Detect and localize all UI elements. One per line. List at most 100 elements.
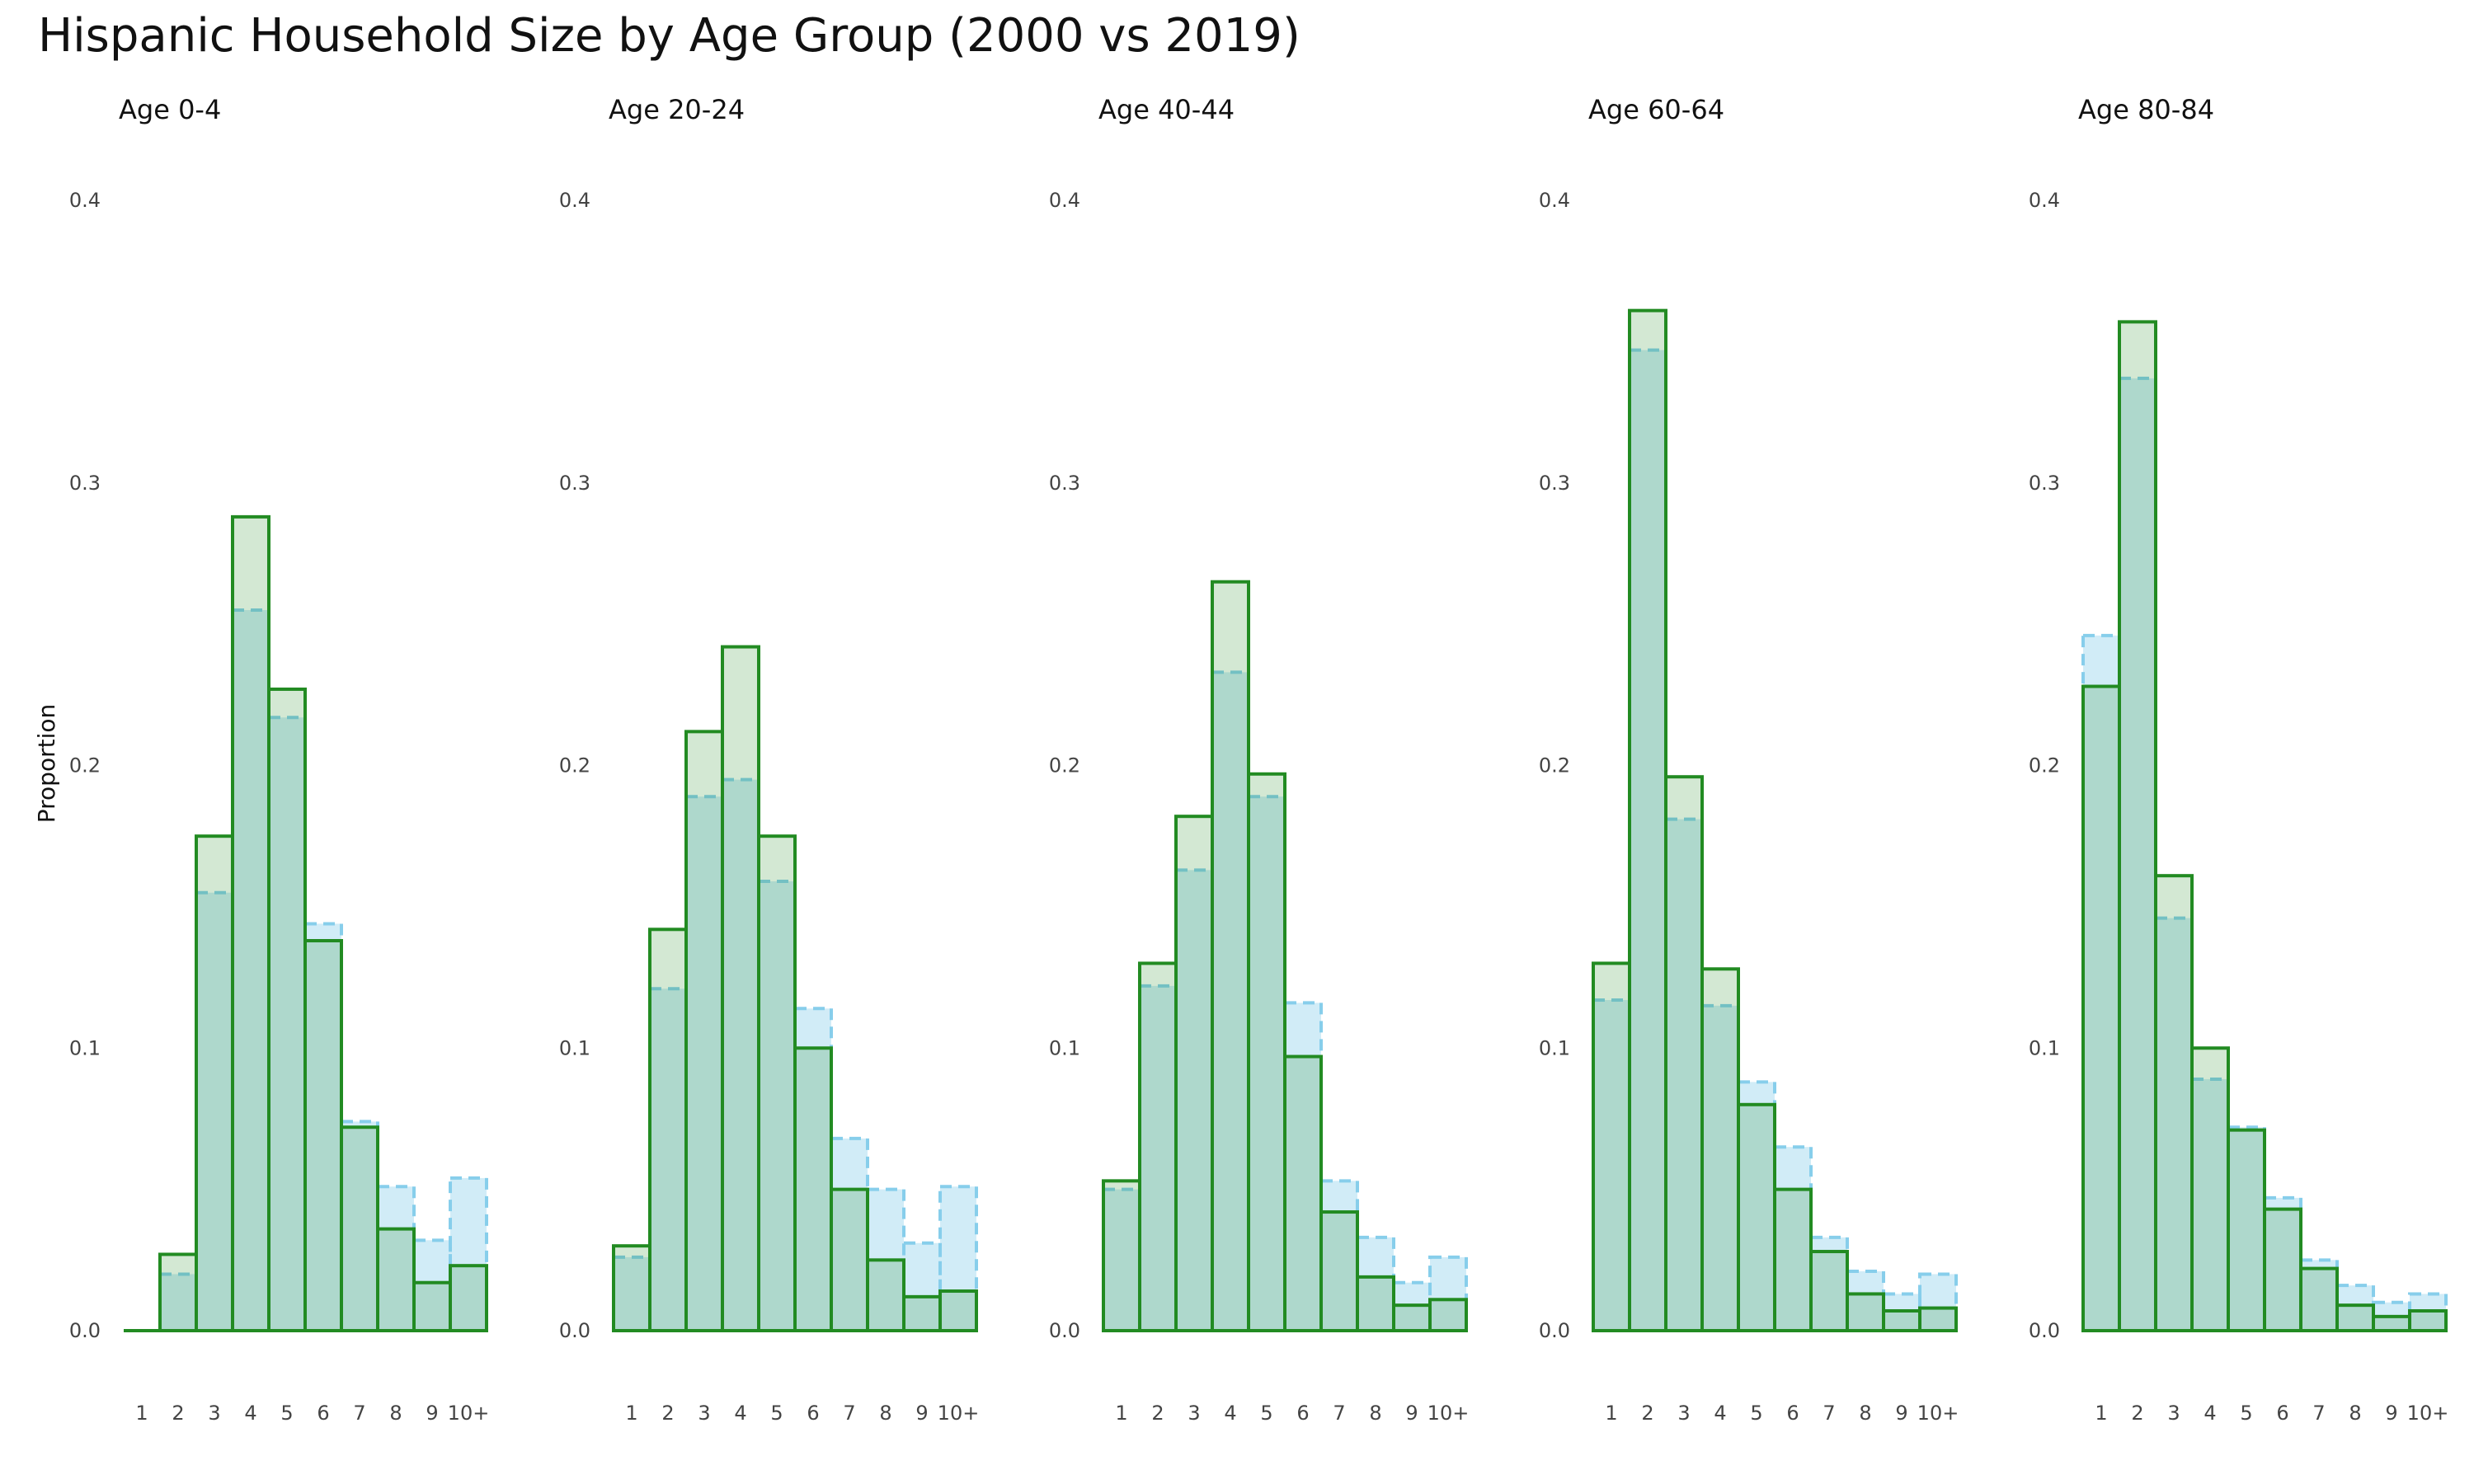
bar-2000-8 (866, 1258, 905, 1332)
x-tick-label: 3 (1677, 1402, 1690, 1425)
bar-2000-10+ (449, 1264, 488, 1332)
y-tick-label: 0.4 (559, 189, 590, 212)
x-tick-label: 7 (2312, 1402, 2325, 1425)
bar-2019-3 (2154, 916, 2194, 1332)
bar-2000-2 (158, 1252, 198, 1333)
bar-2000-9 (1882, 1309, 1921, 1332)
x-tick-label: 9 (1405, 1402, 1418, 1425)
x-tick-label: 6 (317, 1402, 329, 1425)
bar-2000-9 (2372, 1314, 2411, 1333)
bar-2000-10+ (2408, 1309, 2448, 1332)
bar-2000-1 (2081, 684, 2121, 1332)
bar-2019-4 (1700, 1003, 1740, 1333)
y-tick-label: 0.3 (1049, 472, 1080, 495)
y-tick-label: 0.3 (69, 472, 101, 495)
bar-2000-4 (231, 514, 270, 1332)
x-tick-label: 10+ (2407, 1402, 2449, 1425)
x-tick-label: 9 (915, 1402, 928, 1425)
x-tick-label: 4 (1224, 1402, 1236, 1425)
x-tick-label: 4 (2204, 1402, 2216, 1425)
x-tick-label: 1 (1115, 1402, 1127, 1425)
y-tick-label: 0.4 (1049, 189, 1080, 212)
bar-2000-10+ (1428, 1298, 1468, 1332)
bar-2000-2 (2118, 320, 2157, 1333)
x-tick-label: 4 (244, 1402, 256, 1425)
x-tick-label: 7 (1333, 1402, 1345, 1425)
y-tick-label: 0.4 (1539, 189, 1570, 212)
bar-2000-9 (902, 1294, 942, 1332)
y-axis-label: Proportion (33, 704, 60, 823)
bar-2019-5 (1737, 1080, 1776, 1332)
bar-2019-3 (1664, 817, 1704, 1332)
x-tick-label: 7 (353, 1402, 365, 1425)
x-tick-label: 2 (2131, 1402, 2143, 1425)
bar-2019-7 (2299, 1258, 2339, 1332)
y-tick-label: 0.1 (559, 1036, 590, 1059)
x-tick-label: 8 (879, 1402, 891, 1425)
bar-2000-1 (612, 1244, 651, 1333)
x-tick-label: 6 (1786, 1402, 1799, 1425)
x-tick-label: 5 (2240, 1402, 2252, 1425)
bar-2000-6 (2263, 1207, 2302, 1333)
bar-2000-8 (1846, 1292, 1885, 1333)
bar-2000-2 (1138, 961, 1178, 1333)
x-tick-label: 4 (1714, 1402, 1726, 1425)
panel-3: Age 40-44 0.0 0.1 0.2 0.3 0.4 1 2 3 4 5 6 7 8 9 10+ (1049, 94, 1470, 1425)
x-tick-label: 8 (2349, 1402, 2361, 1425)
chart-title: Hispanic Household Size by Age Group (20… (38, 9, 1300, 63)
bar-2000-2 (648, 928, 688, 1333)
bar-2000-5 (1737, 1102, 1776, 1333)
bar-2019-10+ (449, 1176, 488, 1333)
panel-4: Age 60-64 0.0 0.1 0.2 0.3 0.4 1 2 3 4 5 6 7 8 9 10+ (1539, 94, 1959, 1425)
y-tick-label: 0.2 (69, 754, 101, 777)
x-tick-label: 2 (661, 1402, 674, 1425)
y-tick-label: 0.2 (1539, 754, 1570, 777)
panel-title: Age 80-84 (2078, 94, 2214, 125)
y-tick-label: 0.1 (1539, 1036, 1570, 1059)
x-tick-label: 5 (1260, 1402, 1272, 1425)
y-tick-label: 0.3 (1539, 472, 1570, 495)
x-tick-label: 8 (389, 1402, 402, 1425)
panel-title: Age 60-64 (1588, 94, 1724, 125)
x-tick-label: 2 (172, 1402, 184, 1425)
bar-2000-9 (1392, 1303, 1432, 1332)
bar-2000-3 (1174, 815, 1214, 1332)
bar-2000-1 (1102, 1179, 1141, 1333)
bar-2000-10+ (1918, 1306, 1958, 1332)
x-tick-label: 9 (426, 1402, 438, 1425)
bar-2019-8 (1356, 1235, 1395, 1332)
bar-2019-1 (1102, 1187, 1141, 1332)
panel-5: Age 80-84 0.0 0.1 0.2 0.3 0.4 1 2 3 4 5 6 7 8 9 10+ (2029, 94, 2449, 1425)
y-tick-label: 0.3 (2029, 472, 2060, 495)
bar-2000-5 (2227, 1128, 2266, 1332)
y-tick-label: 0.0 (559, 1319, 590, 1342)
panel-1: Age 0-4 0.0 0.1 0.2 0.3 0.4 1 2 3 4 5 6 7 8 9 10+ (69, 94, 490, 1425)
bar-2019-2 (1138, 984, 1178, 1332)
x-tick-label: 10+ (448, 1402, 490, 1425)
bar-2000-8 (1356, 1275, 1395, 1332)
bar-2000-3 (2154, 874, 2194, 1332)
x-tick-label: 5 (770, 1402, 783, 1425)
bar-2000-7 (1319, 1210, 1359, 1333)
x-tick-label: 7 (843, 1402, 855, 1425)
x-tick-label: 8 (1369, 1402, 1381, 1425)
x-tick-label: 5 (1750, 1402, 1762, 1425)
bar-2000-7 (1809, 1250, 1849, 1333)
x-tick-label: 3 (208, 1402, 220, 1425)
panel-title: Age 20-24 (609, 94, 745, 125)
bar-2000-8 (2335, 1303, 2375, 1332)
bar-2000-10+ (938, 1289, 978, 1333)
x-tick-label: 3 (2167, 1402, 2180, 1425)
y-tick-label: 0.4 (69, 189, 101, 212)
panel-2: Age 20-24 0.0 0.1 0.2 0.3 0.4 1 2 3 4 5 6 7 8 9 10+ (559, 94, 980, 1425)
bar-2000-8 (376, 1227, 416, 1332)
y-tick-label: 0.2 (2029, 754, 2060, 777)
bar-2000-6 (1773, 1187, 1813, 1332)
panels-container: Age 0-40.00.10.20.30.41 2 3 4 5 6 7 8 9 10+Age 20… (69, 94, 2449, 1425)
bar-2000-5 (1247, 772, 1286, 1332)
y-tick-label: 0.1 (69, 1036, 101, 1059)
x-tick-label: 9 (1895, 1402, 1907, 1425)
bar-2000-4 (1211, 580, 1250, 1332)
bar-2000-5 (267, 687, 307, 1332)
